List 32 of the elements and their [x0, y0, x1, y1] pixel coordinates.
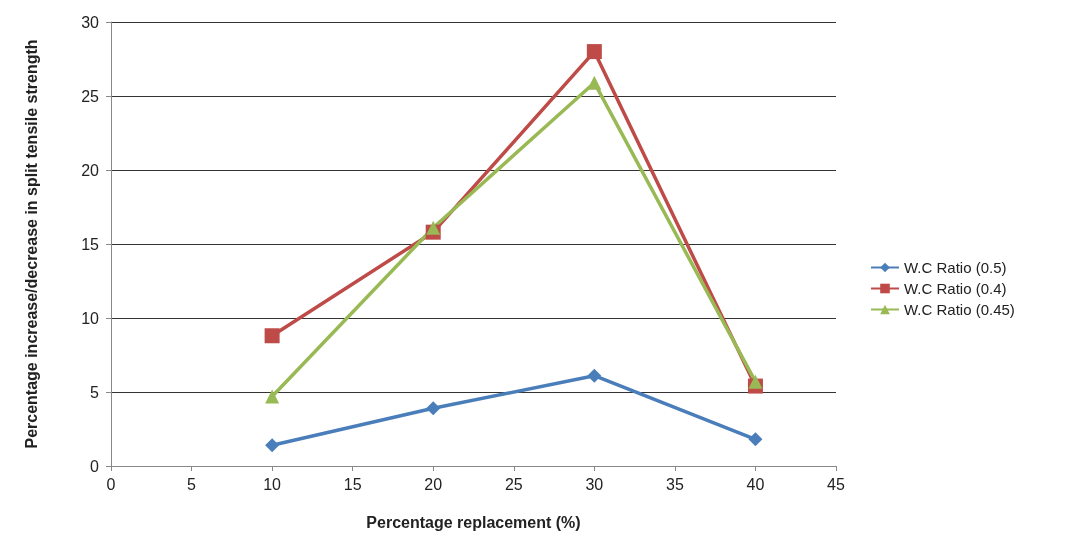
- x-tick-label: 15: [343, 475, 362, 493]
- x-tick-label: 20: [424, 475, 443, 493]
- x-tick-label: 45: [827, 475, 845, 493]
- point: [748, 432, 763, 447]
- x-tick-label: 40: [746, 475, 765, 493]
- y-tick-label: 15: [81, 235, 100, 253]
- point: [748, 374, 763, 389]
- point: [264, 328, 280, 344]
- point: [587, 75, 602, 90]
- x-axis-title: Percentage replacement (%): [366, 513, 581, 531]
- y-tick-label: 10: [81, 309, 100, 327]
- y-tick-label: 25: [81, 87, 100, 105]
- x-tick-label: 5: [187, 475, 197, 493]
- point: [265, 438, 280, 453]
- x-tick-label: 10: [263, 475, 282, 493]
- x-tick-label: 0: [106, 475, 116, 493]
- y-tick-label: 20: [81, 161, 100, 179]
- point: [587, 368, 602, 383]
- y-tick-label: 30: [81, 13, 100, 31]
- point: [265, 389, 280, 404]
- legend-label: W.C Ratio (0.45): [904, 301, 1015, 318]
- point: [426, 220, 441, 235]
- x-tick-label: 25: [504, 475, 523, 493]
- legend-label: W.C Ratio (0.4): [904, 280, 1007, 297]
- x-tick-label: 35: [665, 475, 684, 493]
- x-tick-label: 30: [585, 475, 604, 493]
- point: [586, 44, 602, 60]
- y-axis-title: Percentage increase/decrease in split tensile strength: [22, 39, 40, 449]
- legend-label: W.C Ratio (0.5): [904, 259, 1007, 276]
- y-tick-label: 5: [90, 383, 100, 401]
- point: [426, 401, 441, 416]
- y-tick-label: 0: [90, 457, 100, 475]
